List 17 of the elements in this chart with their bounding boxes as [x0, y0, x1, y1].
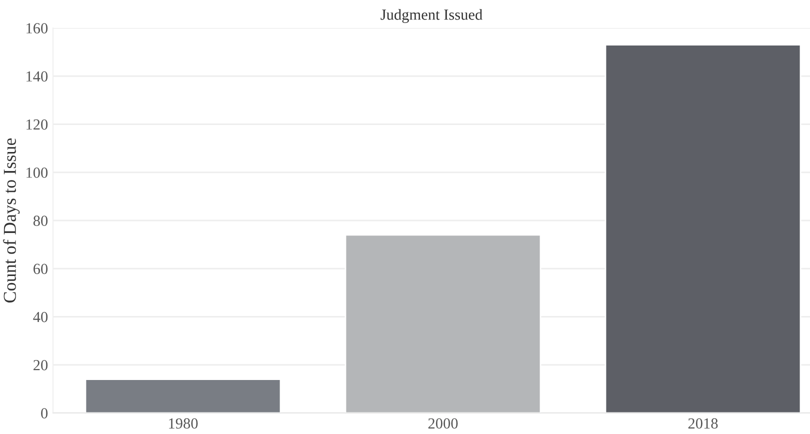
y-tick-label: 120 [26, 119, 48, 130]
y-tick-label: 160 [26, 23, 48, 34]
y-axis-title: Count of Days to Issue [3, 138, 20, 303]
y-tick-label: 40 [33, 312, 48, 322]
y-tick-label: 60 [34, 264, 48, 274]
x-tick-label: 1980 [169, 418, 198, 429]
x-tick-label: 2018 [688, 418, 718, 429]
bar [604, 44, 802, 413]
chart-title: Judgment Issued [380, 9, 482, 23]
y-tick-label: 20 [34, 360, 48, 370]
y-tick-label: 80 [33, 216, 48, 226]
x-tick-label: 2000 [428, 418, 458, 429]
y-tick-label: 100 [26, 168, 48, 178]
y-tick-label: 140 [26, 71, 48, 82]
y-tick-label: 0 [41, 408, 48, 418]
bar [344, 234, 542, 413]
bar [84, 378, 282, 413]
